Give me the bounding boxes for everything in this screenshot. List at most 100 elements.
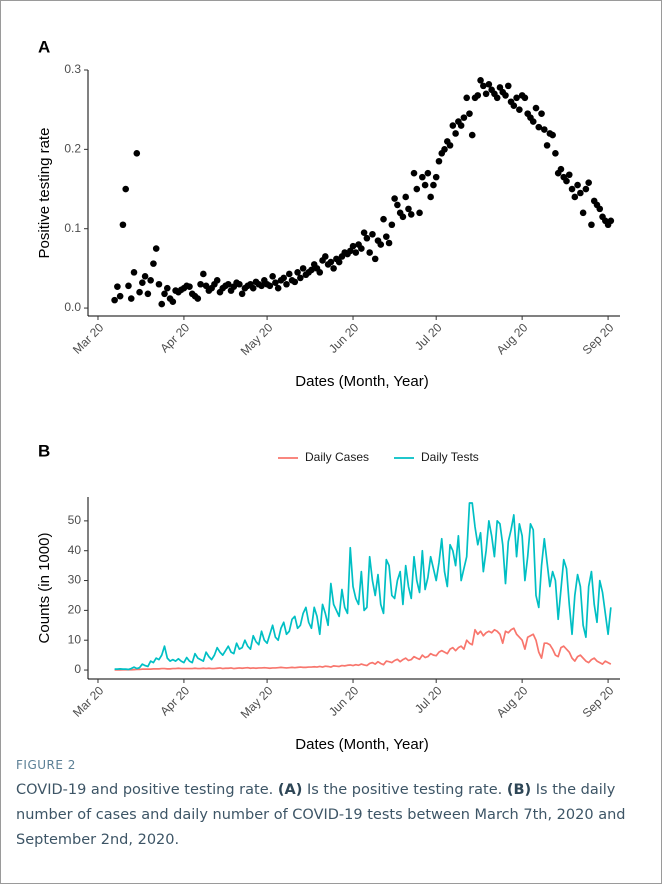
point — [369, 230, 376, 238]
caption-part: COVID-19 and positive testing rate. — [16, 782, 278, 798]
point — [377, 241, 385, 248]
point — [380, 215, 387, 223]
caption-part: Is the daily number of cases and daily n… — [16, 782, 626, 848]
point — [577, 189, 584, 197]
point — [407, 211, 415, 218]
caption-part: (A) — [277, 782, 303, 798]
point — [474, 92, 482, 99]
x-tick-label: Jul 20 — [412, 683, 445, 716]
point — [485, 80, 493, 88]
point — [150, 260, 157, 267]
caption: FIGURE 2 COVID-19 and positive testing r… — [16, 758, 644, 853]
y-axis-title: Counts (in 1000) — [36, 533, 53, 644]
point — [366, 249, 373, 256]
caption-part: (B) — [506, 782, 532, 798]
point — [111, 296, 118, 304]
point — [155, 280, 163, 288]
x-tick-label: Sep 20 — [580, 320, 617, 357]
series-line — [114, 627, 612, 671]
point — [502, 92, 509, 99]
point — [421, 181, 429, 189]
point — [557, 165, 565, 173]
point — [457, 122, 465, 129]
legend-label: Daily Tests — [421, 450, 479, 464]
point — [358, 245, 365, 252]
point — [441, 146, 448, 153]
y-tick-label: 0.2 — [64, 142, 81, 156]
point — [394, 201, 401, 209]
point — [144, 290, 152, 298]
point — [363, 234, 371, 242]
point — [496, 84, 504, 91]
point — [430, 181, 437, 189]
y-tick-label: 0.0 — [64, 300, 81, 314]
point — [169, 298, 177, 306]
caption-part: Is the positive testing rate. — [302, 782, 507, 798]
point — [274, 284, 282, 292]
point — [516, 106, 523, 113]
point — [405, 205, 412, 213]
point — [330, 265, 337, 272]
point — [416, 209, 423, 217]
point — [571, 193, 579, 201]
x-tick-label: Jul 20 — [412, 320, 445, 353]
point — [269, 273, 276, 280]
point — [585, 179, 592, 186]
point — [410, 169, 418, 177]
x-tick-label: Mar 20 — [70, 320, 107, 357]
caption-label: FIGURE 2 — [16, 758, 76, 772]
point — [579, 209, 587, 217]
point — [335, 258, 343, 266]
point — [346, 247, 354, 255]
x-tick-label: Apr 20 — [157, 320, 192, 355]
point — [238, 290, 246, 298]
legend-label: Daily Cases — [305, 450, 369, 464]
point — [258, 282, 265, 290]
x-tick-label: Sep 20 — [580, 683, 617, 720]
point — [294, 269, 301, 276]
point — [385, 239, 393, 247]
point — [541, 126, 548, 133]
x-tick-label: May 20 — [238, 320, 276, 358]
point — [163, 284, 171, 292]
point — [582, 185, 590, 193]
point — [272, 279, 279, 286]
x-tick-label: Jun 20 — [326, 320, 362, 356]
y-tick-label: 40 — [68, 543, 82, 557]
point — [158, 300, 166, 308]
point — [424, 169, 432, 177]
x-tick-label: Apr 20 — [157, 683, 192, 718]
point — [322, 253, 329, 260]
point — [596, 205, 604, 213]
point — [588, 221, 595, 229]
point — [352, 249, 360, 256]
point — [399, 213, 407, 221]
point — [266, 282, 274, 290]
point — [382, 233, 390, 240]
point — [308, 266, 315, 274]
point — [371, 255, 379, 263]
point — [139, 279, 146, 286]
point — [197, 280, 204, 288]
point — [529, 118, 537, 125]
point — [291, 278, 299, 286]
point — [446, 142, 454, 149]
point — [460, 114, 468, 121]
point — [161, 290, 168, 298]
point — [316, 269, 324, 276]
y-tick-label: 30 — [68, 573, 82, 587]
point — [510, 102, 518, 110]
point — [480, 82, 487, 90]
point — [147, 276, 154, 284]
point — [136, 288, 143, 296]
point — [280, 274, 288, 282]
x-tick-label: Mar 20 — [70, 683, 107, 720]
point — [535, 123, 543, 131]
point — [122, 185, 130, 193]
point — [463, 94, 470, 102]
caption-text: COVID-19 and positive testing rate. (A) … — [16, 778, 644, 853]
point — [563, 177, 570, 185]
point — [419, 173, 426, 181]
point — [388, 221, 396, 229]
